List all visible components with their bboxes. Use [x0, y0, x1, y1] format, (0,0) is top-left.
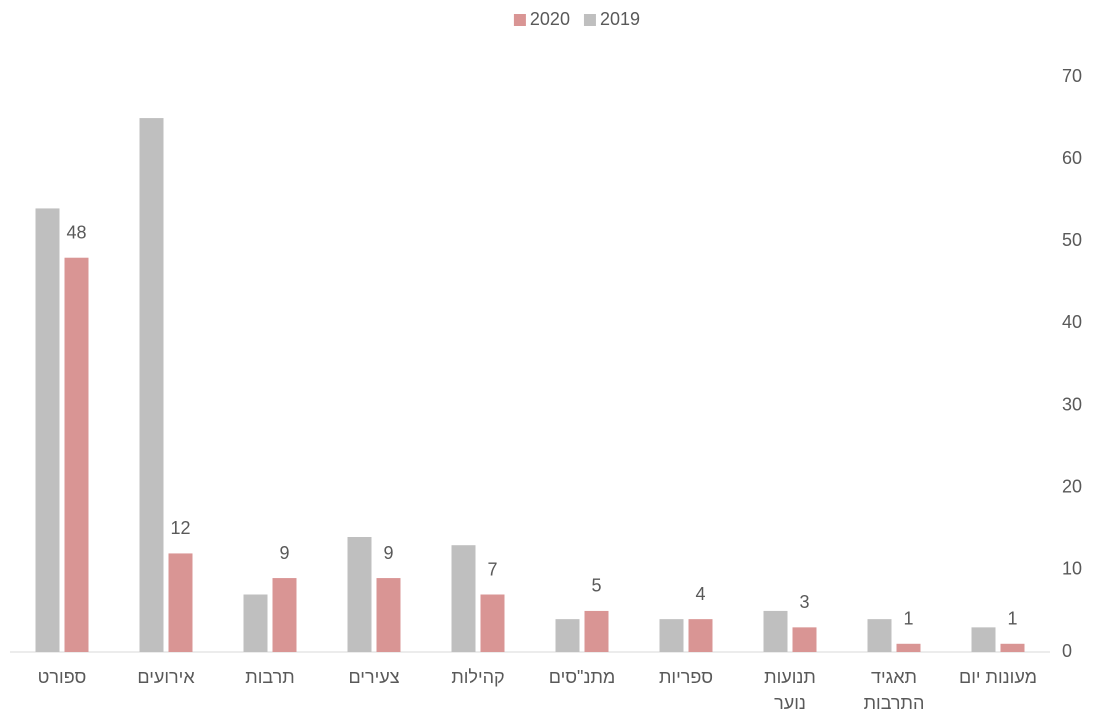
data-label: 1	[1007, 609, 1017, 629]
data-label: 1	[903, 609, 913, 629]
x-tick-label: תנועות נוער	[764, 667, 816, 713]
bar	[376, 578, 401, 652]
x-tick-label: מעונות יום	[958, 667, 1038, 687]
bar	[139, 118, 164, 653]
bar	[763, 610, 788, 652]
y-tick-label: 30	[1062, 394, 1082, 414]
x-tick-label: מתנ"סים	[548, 667, 616, 687]
bar	[867, 619, 892, 652]
y-tick-label: 50	[1062, 230, 1082, 250]
bar	[659, 619, 684, 652]
y-tick-label: 10	[1062, 559, 1082, 579]
bar	[243, 594, 268, 652]
legend-label: 2020	[530, 9, 570, 29]
bar	[971, 627, 996, 652]
bar	[584, 610, 609, 652]
x-tick-label: קהילות	[451, 667, 505, 687]
data-label: 7	[487, 559, 497, 579]
bar	[451, 545, 476, 652]
bar	[896, 643, 921, 652]
data-label: 3	[799, 592, 809, 612]
bar	[555, 619, 580, 652]
data-label: 4	[695, 584, 705, 604]
bar	[168, 553, 193, 652]
data-label: 12	[170, 518, 190, 538]
bar	[688, 619, 713, 652]
bar	[272, 578, 297, 652]
legend-swatch	[513, 14, 526, 26]
y-tick-label: 0	[1062, 641, 1072, 661]
y-tick-label: 40	[1062, 312, 1082, 332]
y-tick-label: 70	[1062, 66, 1082, 86]
data-label: 9	[279, 543, 289, 563]
bar	[35, 208, 60, 652]
bar	[480, 594, 505, 652]
y-tick-label: 60	[1062, 148, 1082, 168]
x-tick-label: ספורט	[37, 667, 87, 687]
bar	[347, 537, 372, 652]
bar	[64, 257, 89, 652]
y-tick-label: 20	[1062, 476, 1082, 496]
data-label: 48	[66, 222, 86, 242]
x-tick-label: אירועים	[137, 667, 195, 687]
bar	[792, 627, 817, 652]
x-tick-label: תרבות	[245, 667, 295, 687]
x-tick-label: צעירים	[348, 667, 400, 687]
bar	[1000, 643, 1025, 652]
legend-label: 2019	[600, 9, 640, 29]
legend-swatch	[583, 14, 596, 26]
x-tick-label: ספריות	[658, 667, 713, 687]
data-label: 5	[591, 576, 601, 596]
x-tick-label: תאגיד התרבות	[863, 667, 925, 713]
data-label: 9	[383, 543, 393, 563]
